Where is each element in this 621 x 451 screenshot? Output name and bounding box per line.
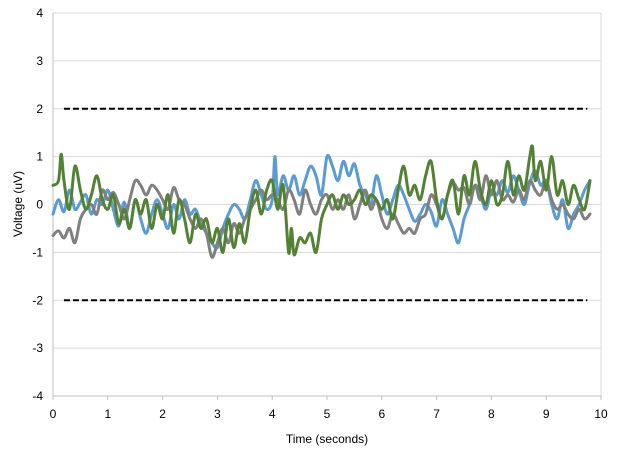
x-tick-label: 4 [269, 407, 276, 421]
y-tick-label: -2 [32, 293, 43, 307]
y-axis-title: Voltage (uV) [11, 171, 25, 237]
series-group [51, 144, 592, 259]
x-tick-label: 10 [594, 407, 608, 421]
y-tick-label: 1 [36, 150, 43, 164]
y-tick-label: -4 [32, 389, 43, 403]
x-tick-label: 6 [378, 407, 385, 421]
y-tick-label: 3 [36, 54, 43, 68]
x-tick-label: 5 [324, 407, 331, 421]
threshold-lines [63, 107, 588, 302]
y-tick-label: 0 [36, 198, 43, 212]
x-tick-label: 1 [104, 407, 111, 421]
axes [52, 13, 602, 400]
x-tick-label: 8 [488, 407, 495, 421]
x-tick-label: 0 [50, 407, 57, 421]
series-line-3 [51, 144, 592, 257]
series-line-2 [51, 174, 592, 259]
x-axis-title: Time (seconds) [286, 432, 368, 446]
x-tick-label: 2 [159, 407, 166, 421]
x-tick-label: 7 [433, 407, 440, 421]
y-tick-label: -1 [32, 245, 43, 259]
y-tick-label: 2 [36, 102, 43, 116]
tick-labels: -4 -3 -2 -1 0 1 2 3 4 0 1 2 3 4 5 6 7 8 9 10 [32, 6, 608, 421]
x-tick-label: 9 [543, 407, 550, 421]
x-tick-label: 3 [214, 407, 221, 421]
y-tick-label: 4 [36, 6, 43, 20]
y-tick-label: -3 [32, 341, 43, 355]
